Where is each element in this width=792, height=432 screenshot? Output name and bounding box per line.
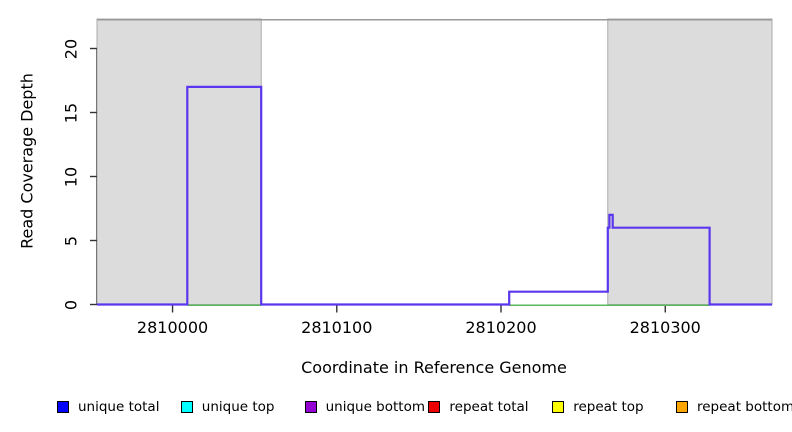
legend-label: unique top [201,399,275,415]
x-axis-title: Coordinate in Reference Genome [301,358,567,377]
legend-entry: unique bottom [304,399,426,415]
legend-label: unique total [78,399,160,415]
x-tick-label: 2810300 [629,318,701,337]
coverage-trace [97,85,772,306]
y-tick-label: 5 [61,235,81,246]
legend-swatch-icon [676,401,688,413]
x-tick-label: 2810100 [301,318,373,337]
legend-entry: unique top [180,399,275,415]
y-tick-label: 10 [61,166,81,187]
legend-entry: repeat total [428,399,529,415]
x-tick-label: 2810200 [465,318,537,337]
y-axis-title: Read Coverage Depth [17,73,37,249]
legend-label: repeat total [449,399,529,415]
legend-label: repeat top [573,399,644,415]
shaded-region [96,18,262,305]
legend-swatch-icon [304,401,317,413]
y-tick-label: 15 [61,102,81,123]
legend-entry: repeat top [552,399,644,415]
legend-entry: repeat bottom [676,399,792,415]
x-tick-label: 2810000 [136,318,209,337]
legend-swatch-icon [552,401,565,413]
legend-label: repeat bottom [697,399,792,415]
y-tick-label: 20 [61,38,81,59]
shaded-region [607,18,773,305]
legend-swatch-icon [180,401,193,413]
legend-swatch-icon [428,401,441,413]
y-tick-label: 0 [61,299,81,310]
legend-entry: unique total [57,399,159,415]
legend-swatch-icon [57,401,69,413]
legend-label: unique bottom [325,399,426,415]
